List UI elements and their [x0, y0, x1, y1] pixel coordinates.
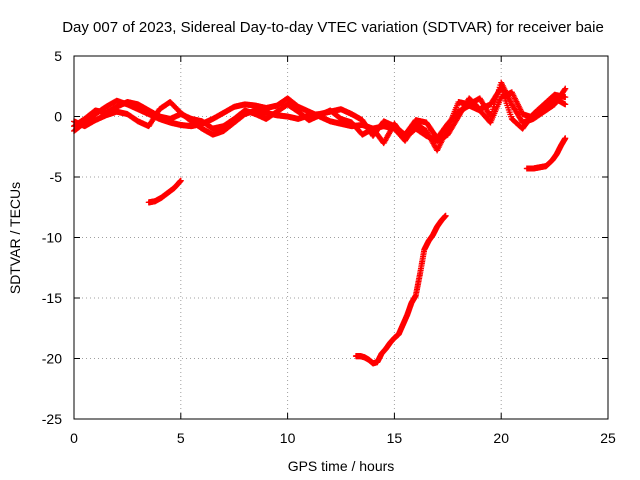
x-axis-label: GPS time / hours — [288, 458, 395, 474]
x-tick-label: 5 — [177, 430, 185, 446]
y-tick-label: -10 — [42, 230, 62, 246]
chart-title: Day 007 of 2023, Sidereal Day-to-day VTE… — [62, 19, 604, 36]
y-tick-label: -25 — [42, 411, 62, 427]
series-arc-short-2 — [523, 135, 569, 172]
data-point — [562, 135, 569, 142]
y-tick-label: -5 — [50, 169, 63, 185]
y-tick-label: 0 — [54, 109, 62, 125]
y-tick-label: 5 — [54, 48, 62, 64]
series-arc-main-3 — [71, 84, 569, 147]
y-axis-label: SDTVAR / TECUs — [7, 182, 23, 294]
series-arc-long — [352, 212, 449, 367]
data-point — [562, 101, 569, 108]
data-point — [177, 177, 184, 184]
data-point — [562, 85, 569, 92]
x-tick-label: 15 — [387, 430, 403, 446]
x-tick-label: 25 — [600, 430, 616, 446]
data-marks — [71, 79, 569, 367]
x-tick-label: 0 — [70, 430, 78, 446]
data-point — [562, 94, 569, 101]
data-point — [442, 212, 449, 219]
series-arc-short-1 — [145, 177, 184, 206]
y-tick-label: -15 — [42, 290, 62, 306]
y-tick-label: -20 — [42, 351, 62, 367]
x-tick-label: 10 — [280, 430, 296, 446]
axis-ticks: 0 5 10 15 20 25 -25 -20 -15 -10 -5 0 5 — [42, 48, 616, 446]
x-tick-label: 20 — [493, 430, 509, 446]
data-point — [561, 86, 568, 93]
